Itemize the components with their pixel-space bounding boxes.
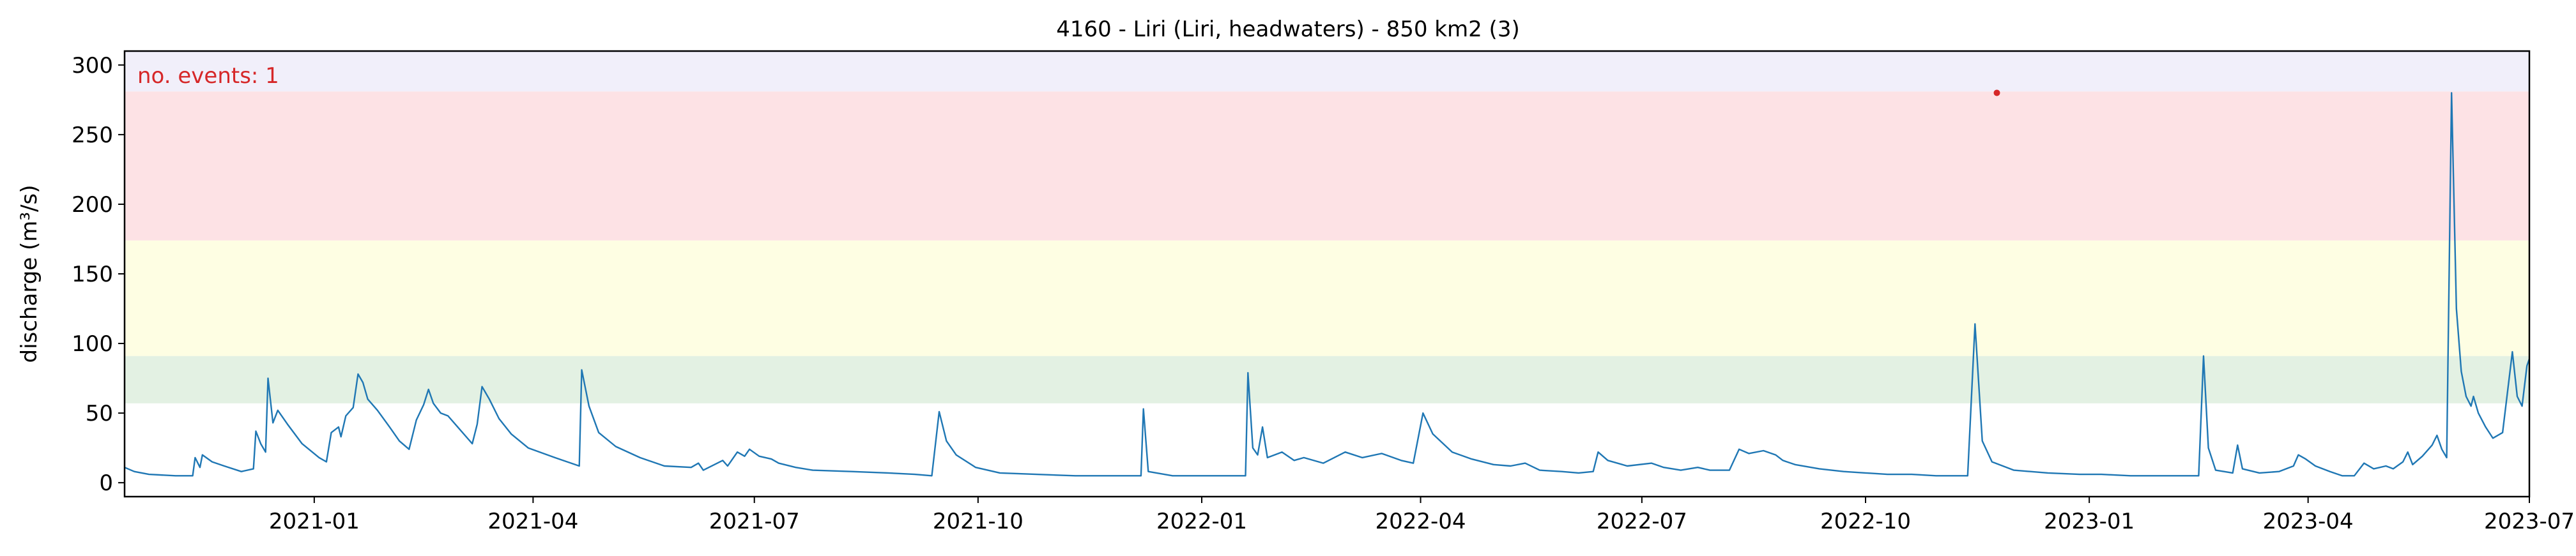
x-tick-label-1: 2021-04 <box>487 509 578 534</box>
threshold-band-0 <box>125 356 2529 403</box>
y-tick-label-1: 50 <box>86 401 113 426</box>
y-tick-label-6: 300 <box>72 53 113 79</box>
y-tick-label-4: 200 <box>72 192 113 218</box>
event-count-annotation: no. events: 1 <box>137 63 279 89</box>
event-marker-0 <box>1993 89 2000 96</box>
series-line-0 <box>124 92 2531 477</box>
y-tick-label-3: 150 <box>72 262 113 287</box>
discharge-series <box>124 92 2531 477</box>
x-tick-label-2: 2021-07 <box>709 509 800 534</box>
y-tick-label-2: 100 <box>72 331 113 357</box>
chart-title: 4160 - Liri (Liri, headwaters) - 850 km2… <box>1056 17 1519 42</box>
x-tick-label-10: 2023-07 <box>2484 509 2575 534</box>
event-markers <box>1993 89 2000 96</box>
x-tick-label-6: 2022-07 <box>1597 509 1687 534</box>
y-tick-label-5: 250 <box>72 123 113 148</box>
x-tick-label-7: 2022-10 <box>1820 509 1911 534</box>
x-tick-label-9: 2023-04 <box>2263 509 2354 534</box>
x-tick-label-4: 2022-01 <box>1156 509 1247 534</box>
x-tick-label-5: 2022-04 <box>1375 509 1466 534</box>
threshold-band-3 <box>125 51 2529 92</box>
threshold-bands <box>125 51 2529 403</box>
x-tick-label-8: 2023-01 <box>2044 509 2135 534</box>
x-tick-label-0: 2021-01 <box>269 509 360 534</box>
y-tick-label-0: 0 <box>99 470 113 496</box>
threshold-band-2 <box>125 91 2529 241</box>
threshold-band-1 <box>125 240 2529 356</box>
x-tick-label-3: 2021-10 <box>933 509 1023 534</box>
x-axis: 2021-01 2021-04 2021-07 2021-10 2022-01 2022-… <box>269 497 2575 534</box>
y-axis-label: discharge (m³/s) <box>17 185 42 363</box>
y-axis: 0 50 100 150 200 250 300 <box>72 53 125 496</box>
